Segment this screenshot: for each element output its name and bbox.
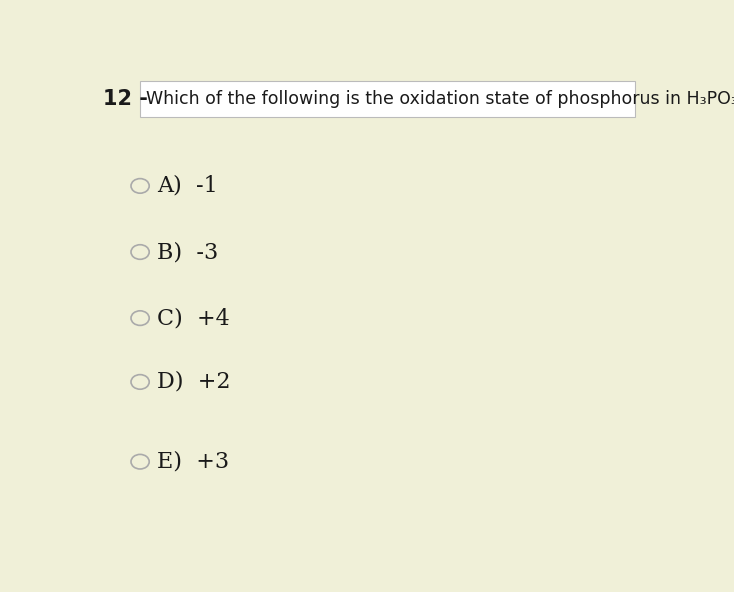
Circle shape xyxy=(131,311,149,326)
Circle shape xyxy=(131,179,149,193)
Circle shape xyxy=(131,455,149,469)
Circle shape xyxy=(131,244,149,259)
Text: D)  +2: D) +2 xyxy=(157,371,230,393)
Text: E)  +3: E) +3 xyxy=(157,451,229,472)
Text: A)  -1: A) -1 xyxy=(157,175,218,197)
Text: B)  -3: B) -3 xyxy=(157,241,219,263)
FancyBboxPatch shape xyxy=(140,81,635,117)
Circle shape xyxy=(131,375,149,389)
Text: Which of the following is the oxidation state of phosphorus in H₃PO₃ compound?: Which of the following is the oxidation … xyxy=(146,90,734,108)
Text: 12 -: 12 - xyxy=(103,89,148,110)
Text: C)  +4: C) +4 xyxy=(157,307,230,329)
